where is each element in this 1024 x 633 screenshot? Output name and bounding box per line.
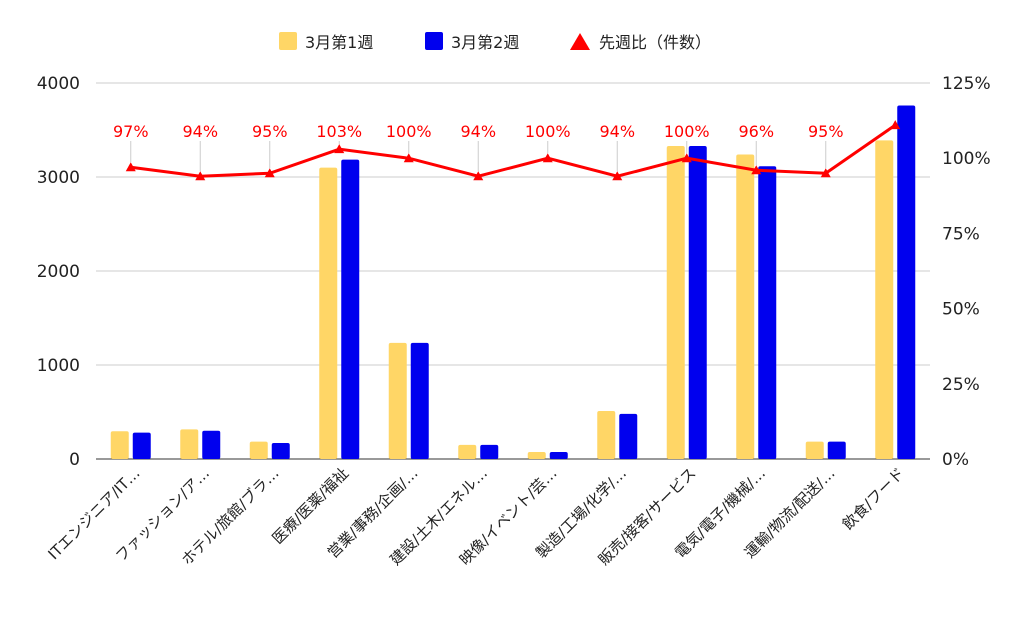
ratio-point [264, 168, 275, 178]
left-tick-label: 3000 [37, 168, 80, 188]
bar-week2 [202, 430, 221, 459]
ratio-point [681, 153, 692, 163]
ratio-point [403, 153, 414, 163]
ratio-data-label: 95% [808, 122, 844, 141]
ratio-data-label: 100% [386, 122, 432, 141]
bar-week2 [480, 444, 499, 459]
bars [110, 105, 916, 460]
category-label: 飲食/フード [839, 464, 908, 533]
left-axis-ticks: 0 1000 2000 3000 4000 [37, 74, 80, 470]
bar-week2 [827, 441, 846, 459]
ratio-data-label: 95% [252, 122, 288, 141]
legend-label-week2: 3月第2週 [451, 33, 519, 52]
ratio-line [130, 123, 897, 178]
bar-week2 [549, 451, 568, 459]
ratio-data-label: 97% [113, 122, 149, 141]
right-tick-label: 125% [942, 74, 991, 94]
bar-week1 [319, 167, 338, 459]
ratio-point [195, 171, 206, 181]
right-axis-ticks: 0% 25% 50% 75% 100% 125% [942, 74, 991, 470]
ratio-point [473, 171, 484, 181]
ratio-point [612, 171, 623, 181]
bar-week2 [410, 342, 429, 459]
legend: 3月第1週 3月第2週 先週比（件数） [279, 32, 711, 52]
bar-week1 [527, 451, 546, 459]
ratio-data-label: 96% [738, 122, 774, 141]
bar-week1 [875, 140, 894, 459]
bar-week1 [249, 441, 268, 459]
right-tick-label: 0% [942, 450, 969, 470]
right-tick-label: 75% [942, 224, 980, 244]
bar-week1 [180, 429, 199, 459]
ratio-data-label: 94% [599, 122, 635, 141]
category-labels: ITエンジニア/IT…ファッション/ア…ホテル/旅館/ブラ…医療/医薬/福祉営業… [44, 464, 908, 569]
ratio-point [125, 162, 136, 172]
ratio-point [542, 153, 553, 163]
ratio-point [751, 165, 762, 175]
legend-swatch-week1 [279, 32, 297, 50]
right-tick-label: 50% [942, 300, 980, 320]
bar-week2 [132, 432, 151, 459]
legend-label-ratio: 先週比（件数） [599, 33, 711, 52]
ratio-point [890, 120, 901, 130]
ratio-data-label: 103% [316, 122, 362, 141]
bar-week2 [688, 145, 707, 460]
legend-swatch-week2 [425, 32, 443, 50]
legend-label-week1: 3月第1週 [305, 33, 373, 52]
bar-week2 [897, 105, 916, 459]
bar-week1 [666, 145, 685, 460]
ratio-data-label: 94% [460, 122, 496, 141]
bar-week1 [388, 342, 407, 459]
left-tick-label: 0 [69, 450, 80, 470]
ratio-data-label: 100% [525, 122, 571, 141]
bar-week1 [805, 441, 824, 459]
ratio-point [334, 144, 345, 154]
ratio-point [820, 168, 831, 178]
ratio-data-label: 94% [182, 122, 218, 141]
bar-week2 [271, 443, 290, 459]
bar-week2 [619, 413, 638, 459]
bar-week1 [458, 444, 477, 459]
legend-triangle-icon [570, 33, 590, 50]
right-tick-label: 25% [942, 375, 980, 395]
left-tick-label: 2000 [37, 262, 80, 282]
bar-week2 [758, 166, 777, 459]
bar-week2 [341, 159, 360, 460]
gridlines [96, 82, 930, 460]
bar-week1 [736, 154, 755, 459]
left-tick-label: 1000 [37, 356, 80, 376]
left-tick-label: 4000 [37, 74, 80, 94]
line-series: 97% 94% 95% 103% 100% 94% 100% 94% 100% 96% 95% [113, 120, 901, 181]
bar-week1 [110, 431, 129, 459]
ratio-data-label: 100% [664, 122, 710, 141]
bar-week1 [597, 411, 616, 459]
right-tick-label: 100% [942, 149, 991, 169]
